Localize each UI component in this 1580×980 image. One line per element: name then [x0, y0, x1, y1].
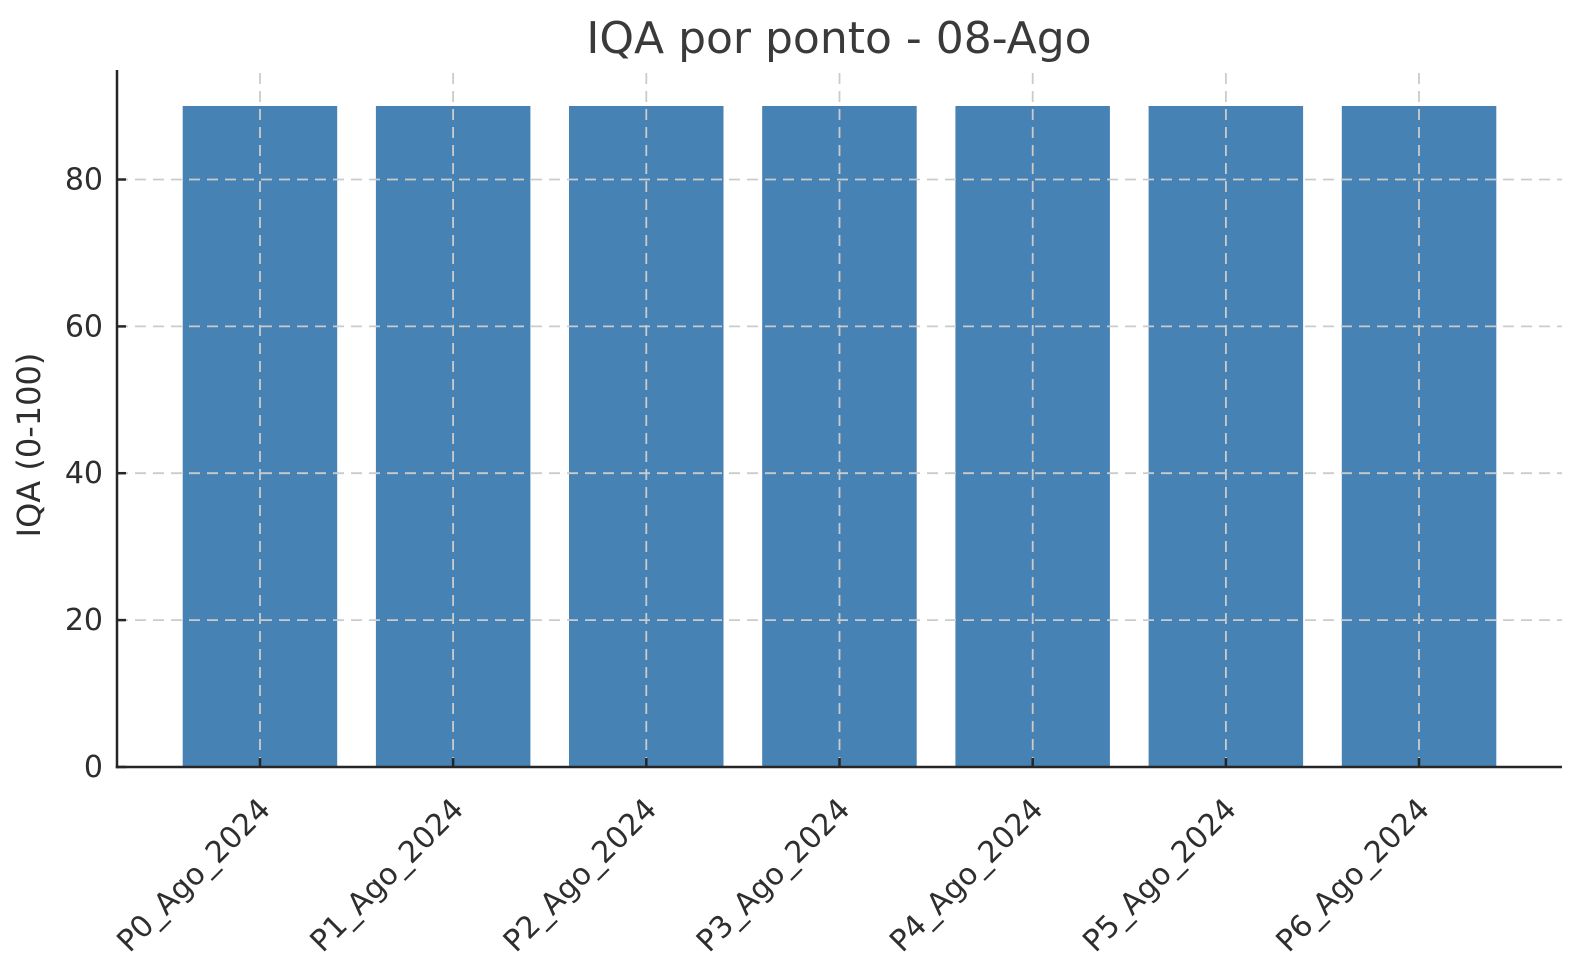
y-axis-label: IQA (0-100) — [10, 353, 48, 538]
x-tick-labels: P0_Ago_2024 P1_Ago_2024 P2_Ago_2024 P3_Ago_… — [110, 792, 1436, 959]
x-tick-label: P3_Ago_2024 — [690, 792, 857, 959]
x-tick-label: P5_Ago_2024 — [1076, 792, 1243, 959]
x-tick-label: P1_Ago_2024 — [304, 792, 471, 959]
y-tick-label: 80 — [65, 163, 103, 198]
y-tick-label: 20 — [65, 603, 103, 638]
tick-marks — [117, 178, 1421, 769]
x-tick-label: P4_Ago_2024 — [883, 792, 1050, 959]
y-tick-labels: 0 20 40 60 80 — [65, 163, 103, 786]
gridlines — [117, 73, 1562, 767]
x-tick-label: P0_Ago_2024 — [110, 792, 277, 959]
y-tick-label: 0 — [84, 750, 103, 785]
y-tick-label: 60 — [65, 309, 103, 344]
x-tick-label: P2_Ago_2024 — [497, 792, 664, 959]
x-tick-label: P6_Ago_2024 — [1270, 792, 1437, 959]
chart-title: IQA por ponto - 08-Ago — [586, 13, 1091, 64]
y-tick-label: 40 — [65, 456, 103, 491]
